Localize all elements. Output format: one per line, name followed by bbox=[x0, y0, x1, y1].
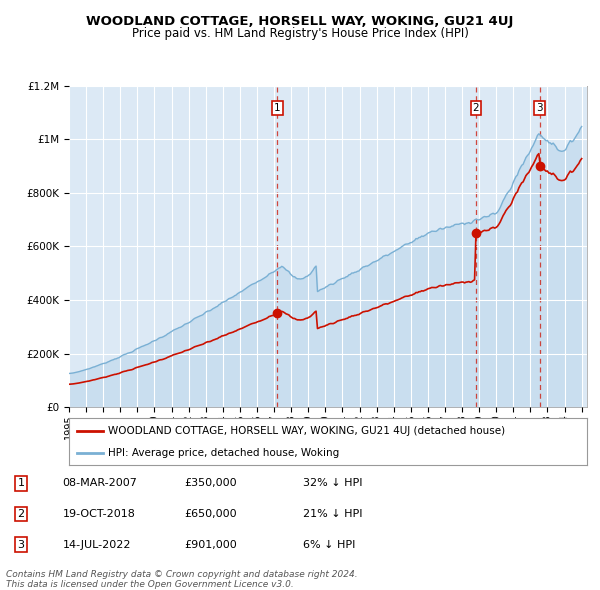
Text: WOODLAND COTTAGE, HORSELL WAY, WOKING, GU21 4UJ (detached house): WOODLAND COTTAGE, HORSELL WAY, WOKING, G… bbox=[108, 426, 505, 436]
Text: 1: 1 bbox=[17, 478, 25, 488]
Text: £350,000: £350,000 bbox=[184, 478, 237, 488]
Text: 3: 3 bbox=[17, 540, 25, 550]
Text: 1: 1 bbox=[274, 103, 281, 113]
Text: 21% ↓ HPI: 21% ↓ HPI bbox=[303, 509, 362, 519]
Text: 2: 2 bbox=[472, 103, 479, 113]
Text: £650,000: £650,000 bbox=[184, 509, 237, 519]
Text: HPI: Average price, detached house, Woking: HPI: Average price, detached house, Woki… bbox=[108, 448, 339, 458]
Text: Contains HM Land Registry data © Crown copyright and database right 2024.
This d: Contains HM Land Registry data © Crown c… bbox=[6, 570, 358, 589]
Text: 6% ↓ HPI: 6% ↓ HPI bbox=[303, 540, 355, 550]
Text: Price paid vs. HM Land Registry's House Price Index (HPI): Price paid vs. HM Land Registry's House … bbox=[131, 27, 469, 40]
Text: 08-MAR-2007: 08-MAR-2007 bbox=[62, 478, 137, 488]
Text: 14-JUL-2022: 14-JUL-2022 bbox=[62, 540, 131, 550]
Text: 3: 3 bbox=[536, 103, 543, 113]
Text: 19-OCT-2018: 19-OCT-2018 bbox=[62, 509, 136, 519]
Text: 2: 2 bbox=[17, 509, 25, 519]
Text: £901,000: £901,000 bbox=[184, 540, 237, 550]
Text: 32% ↓ HPI: 32% ↓ HPI bbox=[303, 478, 362, 488]
Text: WOODLAND COTTAGE, HORSELL WAY, WOKING, GU21 4UJ: WOODLAND COTTAGE, HORSELL WAY, WOKING, G… bbox=[86, 15, 514, 28]
